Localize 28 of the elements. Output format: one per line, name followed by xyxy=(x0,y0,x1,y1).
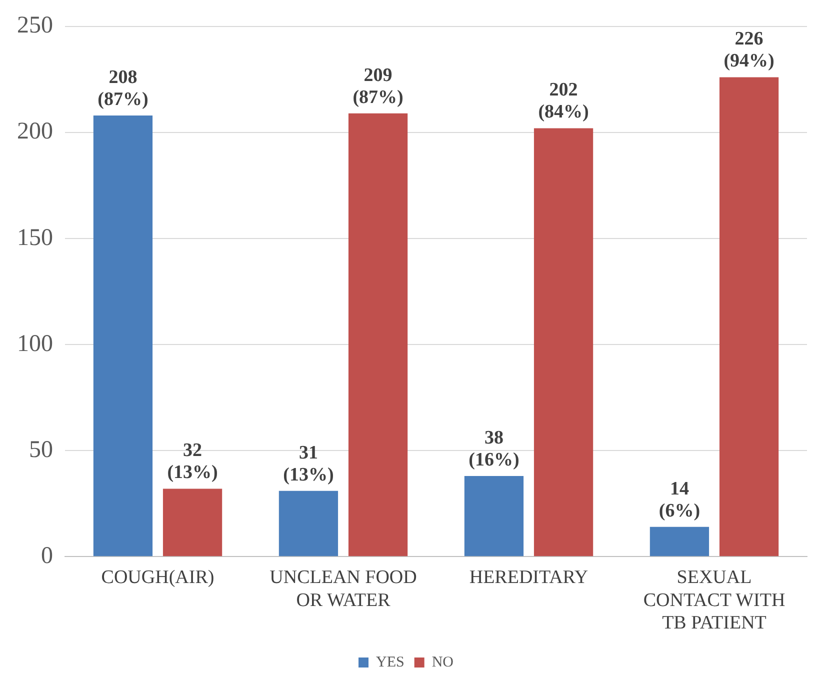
data-label: 38 (16%) xyxy=(468,427,520,470)
data-label: 31 (13%) xyxy=(283,442,334,486)
bar xyxy=(464,476,524,556)
y-tick-label: 0 xyxy=(41,542,53,569)
data-label: 202 (84%) xyxy=(538,80,589,123)
y-tick-label: 150 xyxy=(17,224,53,251)
bar xyxy=(162,488,222,556)
y-tick-label: 50 xyxy=(29,436,53,463)
bar xyxy=(348,113,408,556)
legend-label: YES xyxy=(376,654,404,670)
bar xyxy=(650,526,710,556)
x-tick-label: SEXUAL CONTACT WITH TB PATIENT xyxy=(643,566,786,634)
x-tick-label: UNCLEAN FOOD OR WATER xyxy=(270,566,417,611)
data-label: 208 (87%) xyxy=(98,66,148,110)
bar xyxy=(93,115,153,556)
data-label: 226 (94%) xyxy=(724,28,774,72)
data-label: 32 (13%) xyxy=(167,440,218,484)
bar xyxy=(278,490,338,556)
y-tick-label: 200 xyxy=(17,118,53,145)
legend-label: NO xyxy=(432,654,454,670)
data-label: 209 (87%) xyxy=(352,64,404,108)
x-tick-label: COUGH(AIR) xyxy=(101,566,214,588)
y-tick-label: 250 xyxy=(17,12,53,39)
bar xyxy=(534,128,594,556)
y-tick-label: 100 xyxy=(17,330,53,357)
data-label: 14 (6%) xyxy=(658,478,700,522)
x-tick-label: HEREDITARY xyxy=(469,566,588,588)
bar xyxy=(719,77,779,556)
